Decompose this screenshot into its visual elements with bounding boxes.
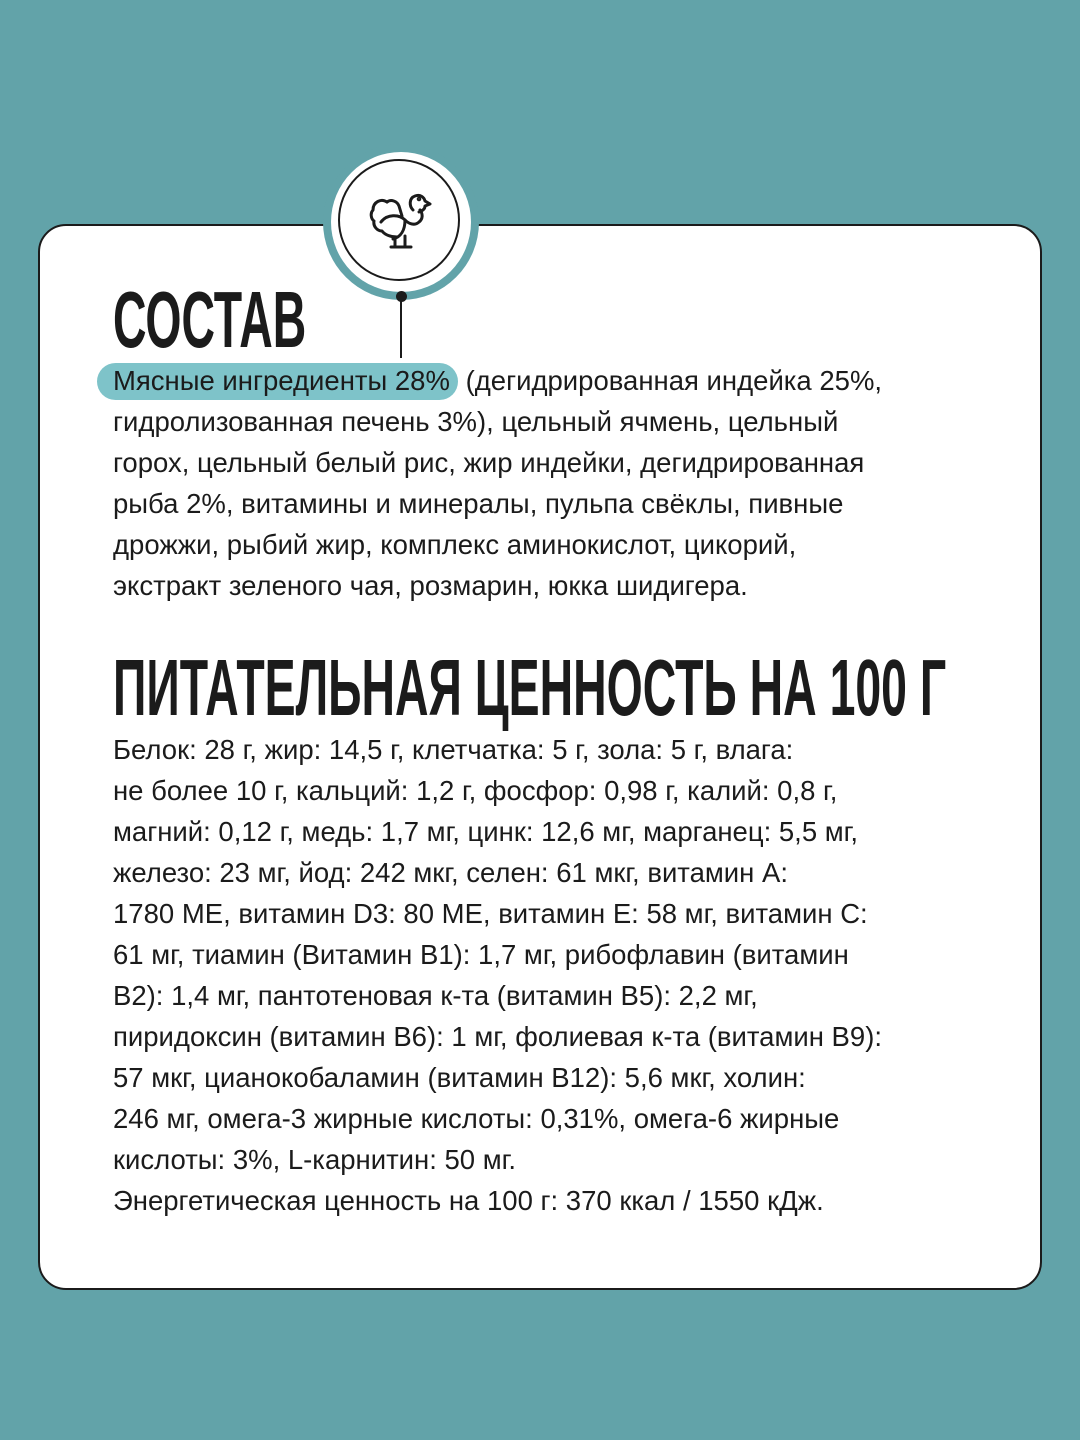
nutrition-line: 1780 МЕ, витамин D3: 80 МЕ, витамин Е: 5…: [113, 898, 868, 929]
composition-line: рыба 2%, витамины и минералы, пульпа свё…: [113, 488, 844, 519]
connector-dot: [396, 291, 407, 302]
composition-line: гидролизованная печень 3%), цельный ячме…: [113, 406, 839, 437]
nutrition-line: пиридоксин (витамин В6): 1 мг, фолиевая …: [113, 1021, 882, 1052]
composition-line: горох, цельный белый рис, жир индейки, д…: [113, 447, 865, 478]
meat-ingredients-highlight: Мясные ингредиенты 28%: [97, 363, 458, 400]
turkey-icon: [369, 193, 432, 249]
nutrition-line: 57 мкг, цианокобаламин (витамин В12): 5,…: [113, 1062, 806, 1093]
composition-title: СОСТАВ: [113, 275, 307, 364]
connector-line: [400, 300, 402, 358]
composition-line: дрожжи, рыбий жир, комплекс аминокислот,…: [113, 529, 797, 560]
nutrition-line: 61 мг, тиамин (Витамин В1): 1,7 мг, рибо…: [113, 939, 849, 970]
composition-line: экстракт зеленого чая, розмарин, юкка ши…: [113, 570, 748, 601]
composition-line: (дегидрированная индейка 25%,: [457, 365, 883, 396]
nutrition-line: магний: 0,12 г, медь: 1,7 мг, цинк: 12,6…: [113, 816, 858, 847]
composition-text: Мясные ингредиенты 28% (дегидрированная …: [97, 360, 883, 606]
nutrition-line: железо: 23 мг, йод: 242 мкг, селен: 61 м…: [113, 857, 788, 888]
nutrition-line: не более 10 г, кальций: 1,2 г, фосфор: 0…: [113, 775, 838, 806]
turkey-badge: [338, 159, 460, 281]
info-card: [38, 224, 1042, 1290]
nutrition-line: кислоты: 3%, L-карнитин: 50 мг.: [113, 1144, 516, 1175]
energy-line: Энергетическая ценность на 100 г: 370 кк…: [113, 1185, 824, 1216]
nutrition-line: 246 мг, омега-3 жирные кислоты: 0,31%, о…: [113, 1103, 840, 1134]
nutrition-line: В2): 1,4 мг, пантотеновая к-та (витамин …: [113, 980, 758, 1011]
nutrition-line: Белок: 28 г, жир: 14,5 г, клетчатка: 5 г…: [113, 734, 794, 765]
nutrition-title: ПИТАТЕЛЬНАЯ ЦЕННОСТЬ НА 100 Г: [113, 643, 947, 732]
nutrition-text: Белок: 28 г, жир: 14,5 г, клетчатка: 5 г…: [113, 729, 882, 1221]
